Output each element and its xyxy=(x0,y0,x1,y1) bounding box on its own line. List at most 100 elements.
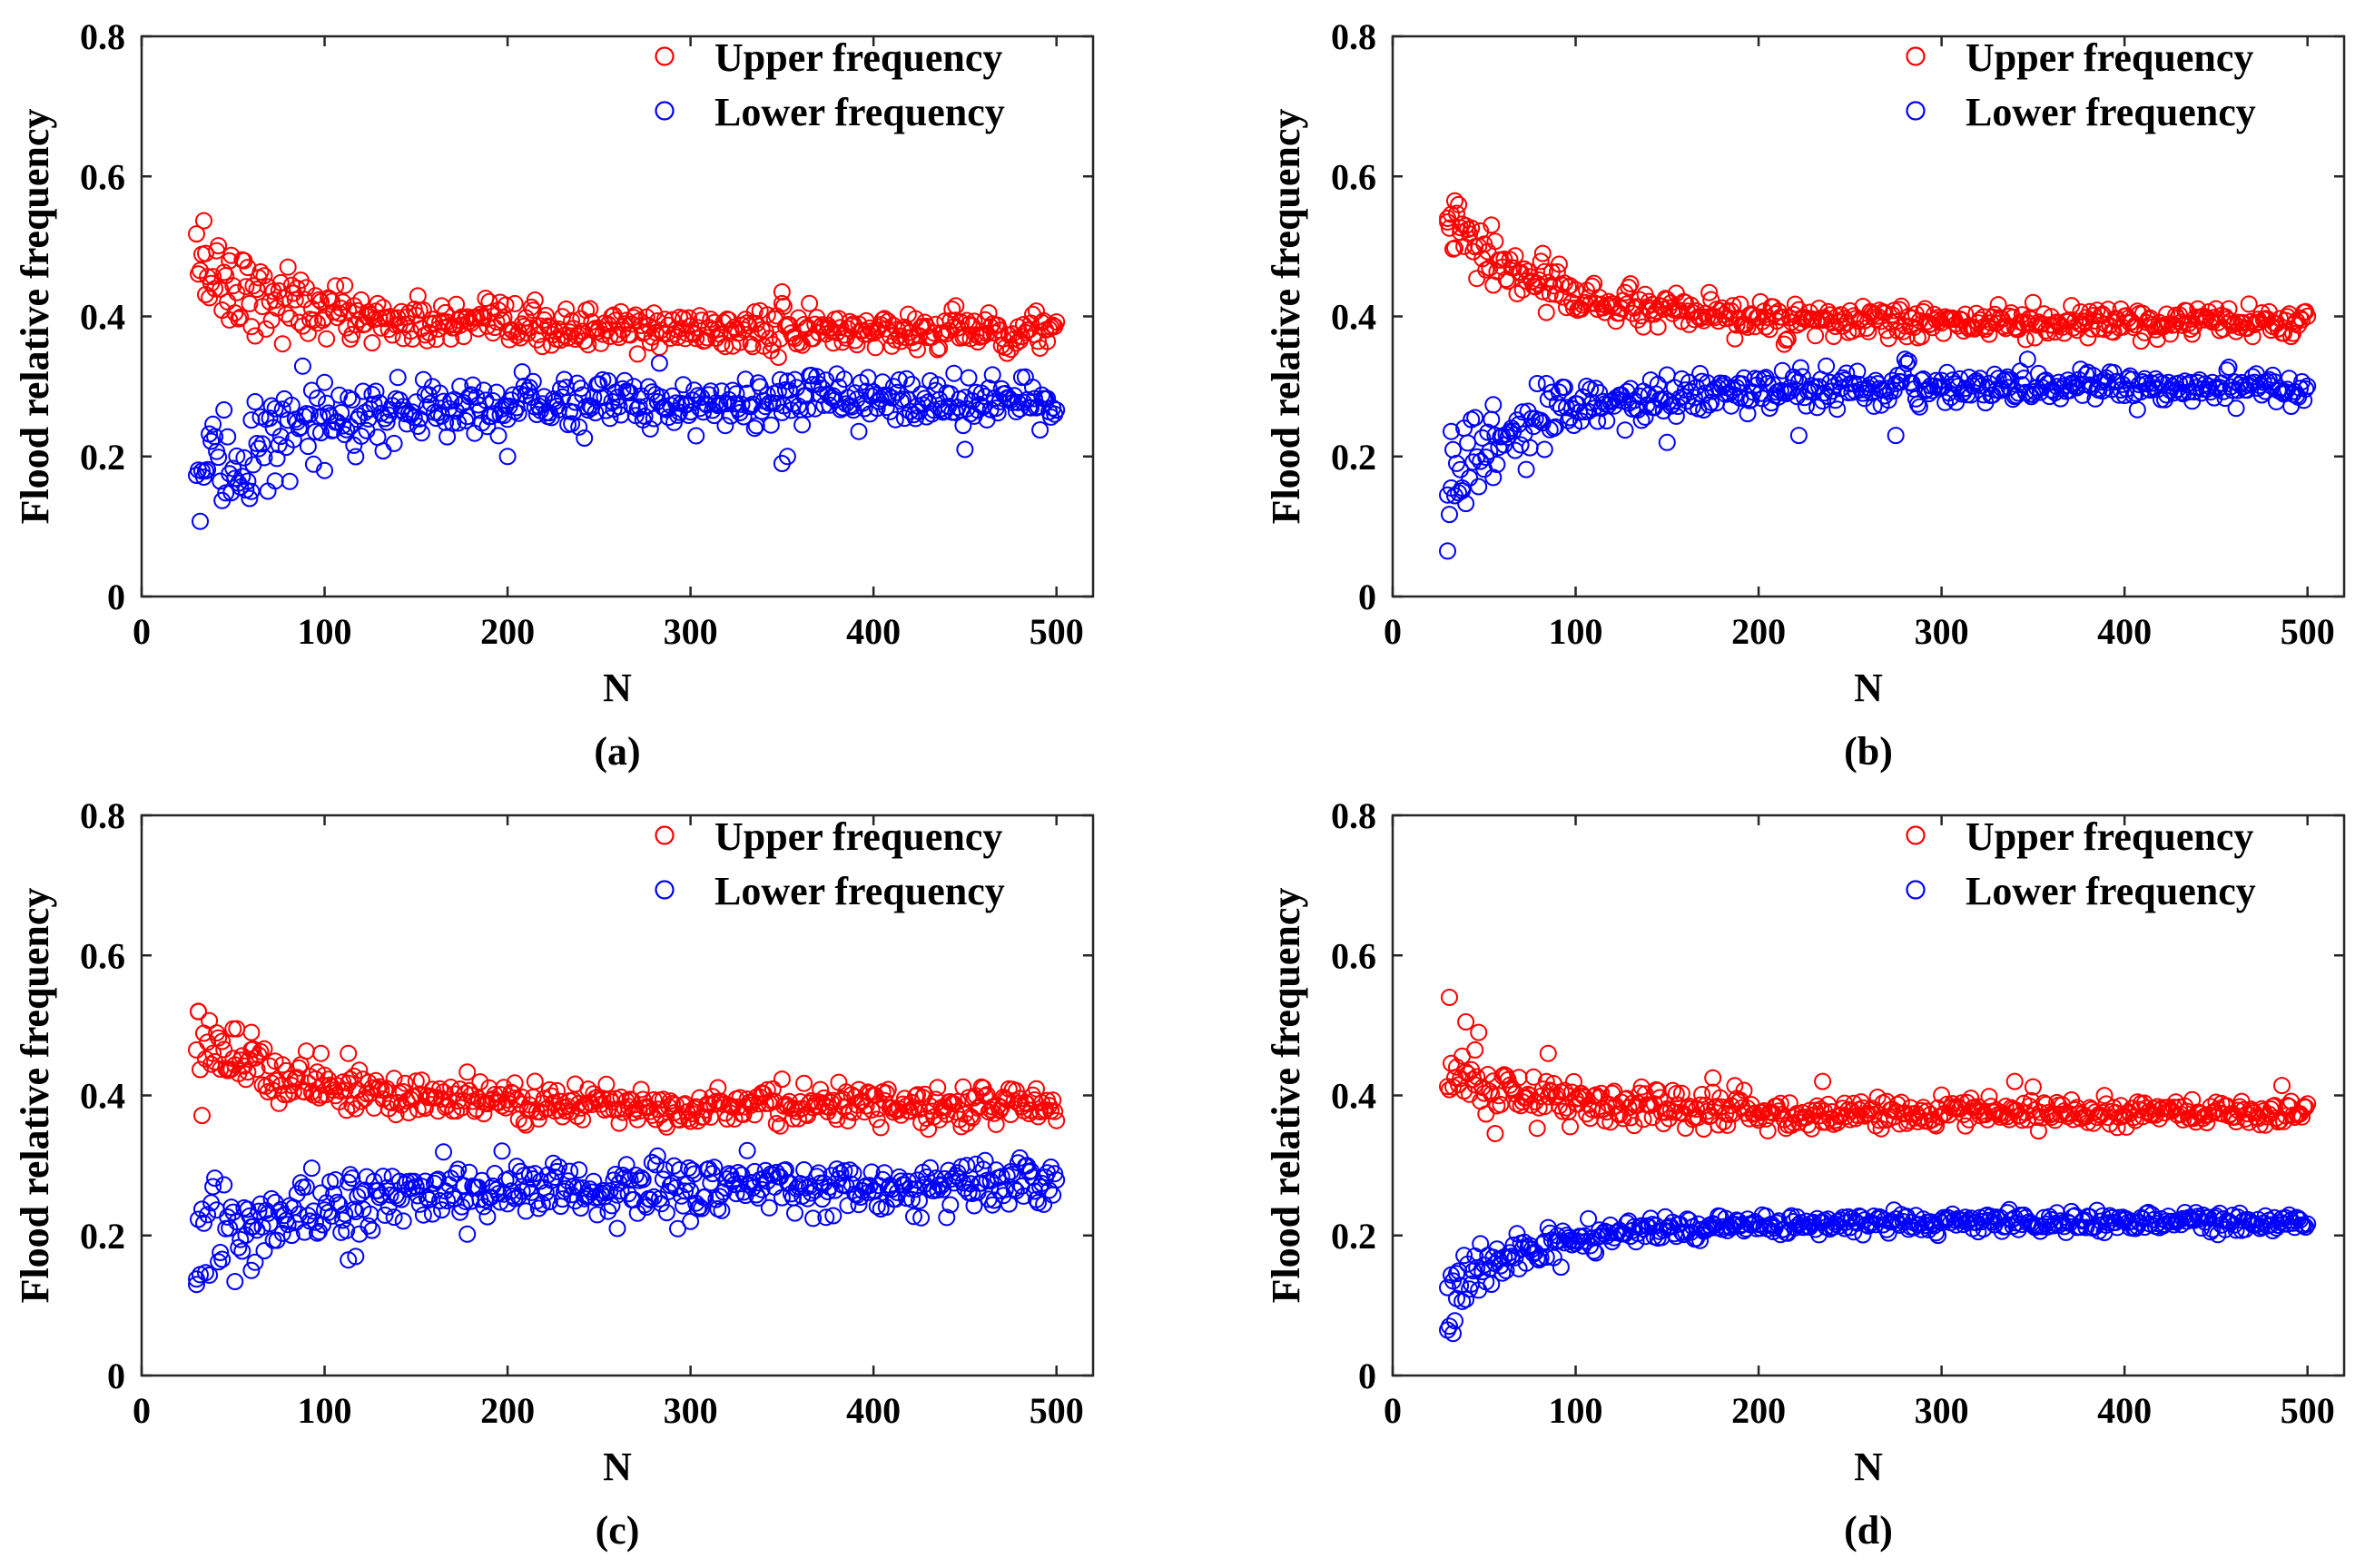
data-point xyxy=(347,316,365,333)
data-point xyxy=(911,1192,928,1209)
x-axis-label: N xyxy=(603,666,632,710)
data-point xyxy=(1865,1208,1883,1225)
data-point xyxy=(1843,1209,1861,1228)
data-point xyxy=(597,1075,616,1093)
data-point xyxy=(1769,1102,1788,1120)
data-point-outlier xyxy=(221,311,239,329)
data-point-outlier xyxy=(224,1020,242,1038)
data-point xyxy=(327,1171,345,1188)
data-point xyxy=(556,370,574,389)
data-point xyxy=(841,1161,859,1179)
data-point-outlier xyxy=(1457,1013,1475,1031)
data-point xyxy=(2261,1100,2280,1118)
data-point xyxy=(945,1095,963,1113)
data-point xyxy=(2220,359,2238,376)
data-point xyxy=(1044,1091,1062,1109)
data-point xyxy=(458,1225,477,1243)
data-point xyxy=(1598,1103,1616,1121)
data-point xyxy=(1031,421,1049,439)
data-point xyxy=(473,1171,491,1189)
data-point xyxy=(327,277,345,295)
data-point xyxy=(1719,1116,1737,1134)
data-point xyxy=(882,389,901,407)
data-point xyxy=(1446,239,1463,257)
data-point xyxy=(685,1165,704,1183)
data-point xyxy=(204,1044,222,1062)
data-point xyxy=(1473,429,1492,447)
legend: Upper frequency Lower frequency xyxy=(1906,814,2256,913)
data-point xyxy=(903,375,921,393)
data-point xyxy=(336,1205,354,1223)
data-point xyxy=(850,422,868,440)
data-point xyxy=(1016,368,1034,386)
y-tick-label: 0.8 xyxy=(80,16,125,57)
data-point-outlier xyxy=(773,283,791,301)
data-point xyxy=(1616,421,1634,439)
data-point xyxy=(641,419,659,438)
data-point xyxy=(941,1093,960,1110)
data-point xyxy=(275,289,293,307)
series-upper-frequency xyxy=(188,212,1066,366)
data-point xyxy=(2203,1104,2222,1122)
data-point xyxy=(716,417,734,435)
data-point xyxy=(449,414,468,432)
data-point xyxy=(630,398,648,416)
data-point xyxy=(255,449,273,467)
data-point xyxy=(808,368,826,386)
data-point xyxy=(374,1168,392,1186)
data-point xyxy=(941,1196,960,1214)
data-point xyxy=(2297,380,2315,398)
x-tick-label: 100 xyxy=(1549,1390,1603,1431)
data-point xyxy=(1993,380,2011,398)
data-point-outlier xyxy=(1452,223,1470,242)
data-point xyxy=(336,276,354,294)
data-point xyxy=(572,380,590,398)
data-point xyxy=(215,1176,233,1194)
data-point xyxy=(262,1189,281,1208)
data-point xyxy=(799,400,817,419)
y-tick-label: 0.6 xyxy=(80,935,125,976)
data-point xyxy=(488,383,506,401)
data-point xyxy=(921,1159,940,1177)
data-point-outlier xyxy=(498,448,517,466)
data-point xyxy=(1535,262,1553,281)
data-point xyxy=(938,1208,956,1227)
data-point xyxy=(960,369,978,387)
data-point-outlier xyxy=(2005,1072,2024,1090)
data-point xyxy=(659,409,677,427)
data-point xyxy=(363,1221,381,1239)
data-point xyxy=(526,291,544,309)
data-point xyxy=(347,448,365,466)
data-point xyxy=(1552,1258,1570,1277)
data-point xyxy=(409,1187,427,1205)
data-point xyxy=(1550,255,1568,273)
data-point xyxy=(632,1169,650,1187)
panel-caption: (d) xyxy=(1844,1508,1893,1553)
data-point xyxy=(255,1040,273,1058)
data-point xyxy=(1486,232,1504,251)
data-point-outlier xyxy=(1658,433,1676,451)
data-point xyxy=(745,419,764,438)
data-point xyxy=(221,465,239,483)
data-point xyxy=(1565,1072,1582,1090)
data-point xyxy=(733,395,751,413)
data-point xyxy=(1742,390,1760,409)
data-point xyxy=(202,432,221,450)
data-point xyxy=(1693,1086,1711,1103)
data-point xyxy=(266,291,284,310)
data-point xyxy=(409,287,427,305)
y-tick-label: 0.4 xyxy=(1331,297,1376,338)
data-point xyxy=(2081,302,2099,321)
data-point xyxy=(250,439,268,458)
data-point-outlier xyxy=(608,1219,626,1238)
data-point xyxy=(1457,1290,1475,1308)
data-point xyxy=(850,1080,868,1099)
data-point xyxy=(554,1190,571,1208)
data-point xyxy=(233,1242,251,1260)
data-point xyxy=(2079,329,2097,347)
data-point xyxy=(929,1079,947,1097)
data-point xyxy=(1544,419,1562,438)
data-point xyxy=(1490,1087,1508,1105)
legend-label: Lower frequency xyxy=(1966,869,2256,913)
data-point xyxy=(282,1227,301,1245)
